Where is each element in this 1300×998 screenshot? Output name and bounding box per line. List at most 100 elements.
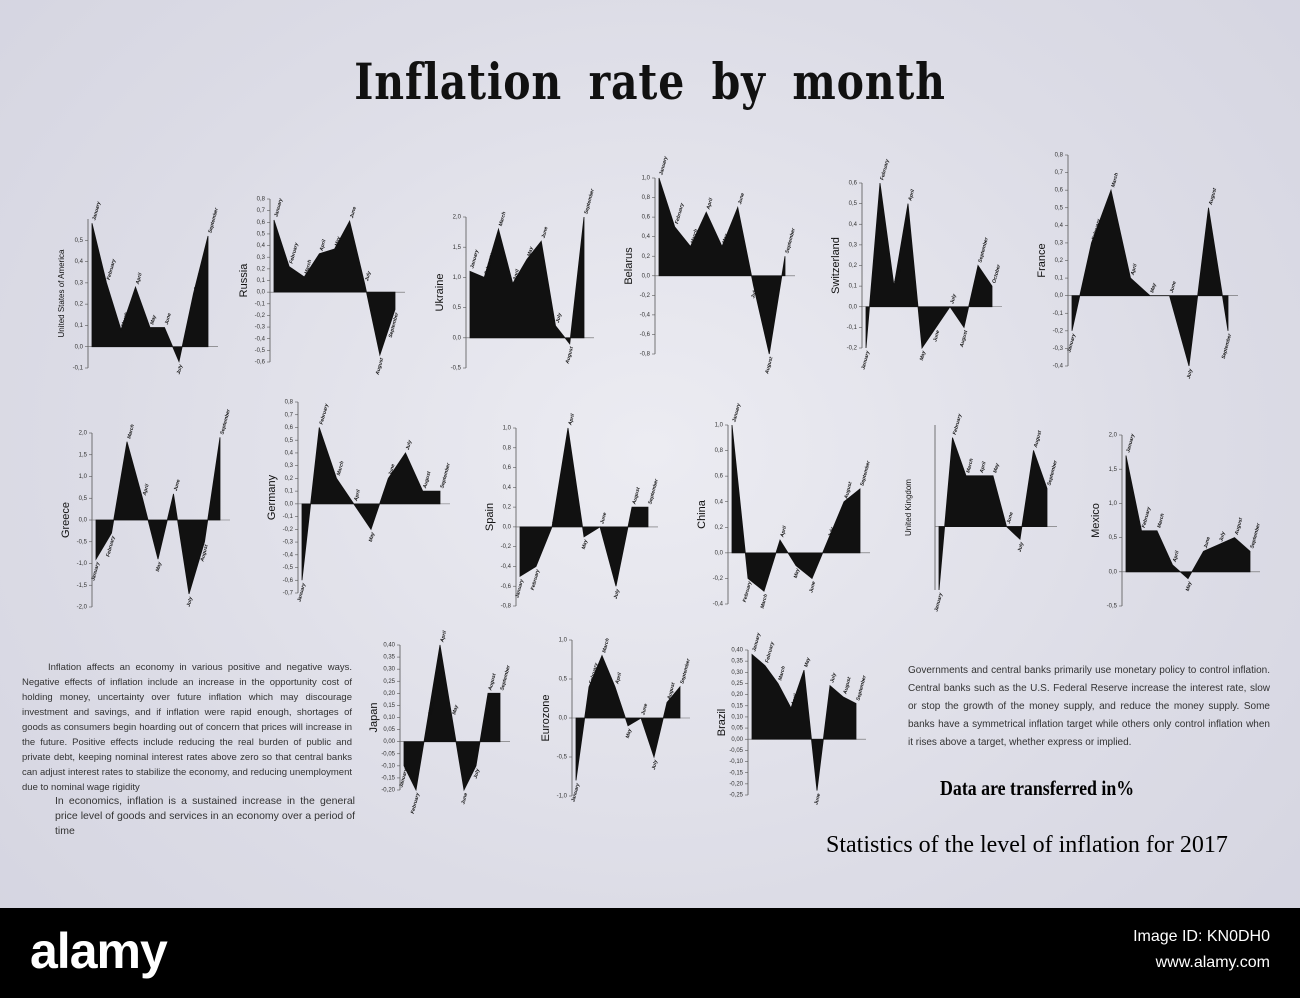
month-label: July xyxy=(473,768,481,779)
month-label: September xyxy=(219,408,232,436)
month-label: August xyxy=(193,273,204,292)
y-tick-label: 0,6 xyxy=(285,425,294,431)
month-label: January xyxy=(469,249,480,269)
y-tick-label: 0,6 xyxy=(503,465,512,471)
y-tick-label: 0,35 xyxy=(383,655,395,661)
y-tick-label: -0,10 xyxy=(381,763,395,769)
month-label: April xyxy=(979,460,988,474)
y-tick-label: -0,5 xyxy=(77,539,88,545)
area xyxy=(95,437,221,595)
month-label: March xyxy=(777,666,787,682)
y-tick-label: 0,2 xyxy=(1055,258,1064,264)
y-tick-label: 0,35 xyxy=(731,659,743,665)
y-tick-label: 0,0 xyxy=(642,273,651,279)
month-label: September xyxy=(647,477,660,505)
month-label: April xyxy=(1172,550,1181,564)
month-label: May xyxy=(919,350,927,361)
area xyxy=(469,216,585,345)
footer-logo: alamy xyxy=(30,923,168,979)
month-label: April xyxy=(142,483,151,497)
area xyxy=(403,644,501,792)
month-label: June xyxy=(1203,536,1212,549)
y-tick-label: -0,2 xyxy=(255,313,266,319)
month-label: February xyxy=(106,258,117,280)
area xyxy=(91,223,209,363)
y-tick-label: 0,0 xyxy=(75,344,84,350)
y-tick-label: 0,5 xyxy=(1109,535,1118,541)
month-label: September xyxy=(1249,522,1262,550)
y-tick-label: 0,2 xyxy=(715,525,724,531)
month-label: February xyxy=(484,253,495,275)
y-tick-label: 0,30 xyxy=(383,667,395,673)
y-tick-label: 0,2 xyxy=(503,505,512,511)
month-label: June xyxy=(349,206,358,219)
country-name: United States of America xyxy=(57,249,66,338)
y-tick-label: 0,00 xyxy=(731,737,743,743)
y-tick-label: 0,20 xyxy=(383,691,395,697)
y-tick-label: 1,0 xyxy=(503,426,512,432)
month-label: June xyxy=(1006,511,1015,524)
y-tick-label: 0,05 xyxy=(383,727,395,733)
y-tick-label: 0,4 xyxy=(715,499,724,505)
y-tick-label: 2,0 xyxy=(1109,433,1118,439)
area xyxy=(519,427,649,587)
month-label: May xyxy=(451,704,459,715)
y-tick-label: 0,6 xyxy=(642,215,651,221)
y-tick-label: -0,1 xyxy=(1053,311,1064,317)
month-label: January xyxy=(514,578,525,598)
y-tick-label: 0,15 xyxy=(383,703,395,709)
y-tick-label: 0,2 xyxy=(849,263,858,269)
y-tick-label: -0,6 xyxy=(283,578,294,584)
y-tick-label: -0,1 xyxy=(283,514,294,520)
month-label: September xyxy=(1221,332,1234,360)
country-name: Germany xyxy=(266,474,278,520)
y-tick-label: 1,5 xyxy=(453,245,462,251)
y-tick-label: 0,4 xyxy=(849,222,858,228)
month-label: May xyxy=(992,462,1000,473)
y-tick-label: -0,3 xyxy=(1053,346,1064,352)
month-label: January xyxy=(90,561,101,581)
y-tick-label: 0,7 xyxy=(1055,170,1064,176)
y-tick-label: 0,5 xyxy=(1055,205,1064,211)
month-label: August xyxy=(375,357,386,376)
month-label: January xyxy=(296,582,307,602)
month-label: September xyxy=(583,187,596,215)
y-tick-label: 0,00 xyxy=(383,739,395,745)
y-tick-label: 0,0 xyxy=(715,550,724,556)
month-label: April xyxy=(135,272,144,286)
month-label: February xyxy=(952,413,963,435)
y-tick-label: 0,0 xyxy=(257,290,266,296)
y-tick-label: 1,5 xyxy=(79,452,88,458)
month-label: September xyxy=(679,657,692,685)
month-label: July xyxy=(949,293,957,304)
y-tick-label: 2,0 xyxy=(453,215,462,221)
y-tick-label: -0,10 xyxy=(729,759,743,765)
month-label: July xyxy=(405,439,413,450)
y-tick-label: 0,0 xyxy=(453,335,462,341)
y-tick-label: -0,1 xyxy=(847,325,858,331)
y-tick-label: 0,0 xyxy=(285,501,294,507)
month-label: July xyxy=(651,759,659,770)
month-label: July xyxy=(827,527,835,538)
y-tick-label: 0,8 xyxy=(285,400,294,406)
y-tick-label: -0,4 xyxy=(1053,364,1064,370)
month-label: August xyxy=(199,544,210,563)
country-name: China xyxy=(696,499,708,529)
month-label: May xyxy=(526,246,534,257)
country-name: Mexico xyxy=(1090,503,1102,538)
y-tick-label: -0,6 xyxy=(501,584,512,590)
y-tick-label: 0,7 xyxy=(257,208,266,214)
month-label: February xyxy=(410,792,421,814)
month-label: April xyxy=(705,197,714,211)
y-tick-label: 0,5 xyxy=(849,201,858,207)
month-label: April xyxy=(512,268,521,282)
month-label: August xyxy=(843,481,854,500)
area xyxy=(575,654,681,781)
y-tick-label: -0,4 xyxy=(713,602,724,608)
month-label: May xyxy=(1149,282,1157,293)
y-tick-label: 0,5 xyxy=(453,305,462,311)
y-tick-label: 0,5 xyxy=(559,677,568,683)
y-tick-label: -0,2 xyxy=(847,346,858,352)
y-tick-label: -0,4 xyxy=(255,336,266,342)
